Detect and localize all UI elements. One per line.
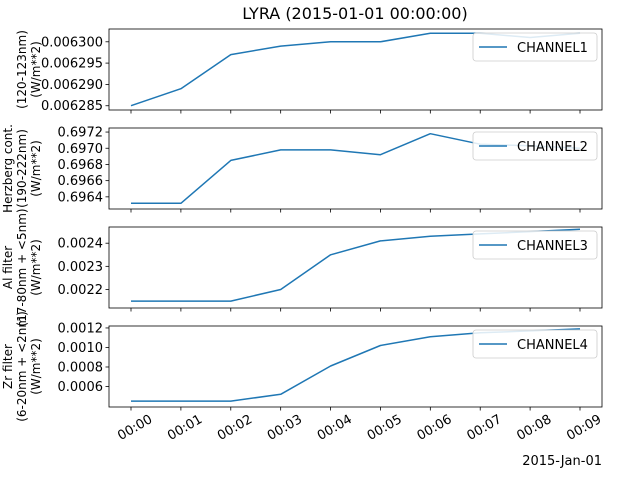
y-tick-label: 0.006295 xyxy=(41,57,103,72)
legend-label: CHANNEL2 xyxy=(517,140,588,155)
x-tick-label: 00:04 xyxy=(315,412,355,444)
axes-frame xyxy=(108,127,603,210)
legend: CHANNEL4 xyxy=(472,329,598,359)
y-tick-label: 0.6966 xyxy=(58,174,104,189)
legend: CHANNEL2 xyxy=(472,131,598,161)
x-tick-label: 00:03 xyxy=(265,412,305,444)
y-axis-label-line: (W/m**2) xyxy=(29,41,43,98)
x-tick-label: 00:01 xyxy=(165,412,205,444)
legend-box xyxy=(472,230,598,260)
x-tick-label: 00:02 xyxy=(215,412,255,444)
y-tick-label: 0.0006 xyxy=(58,380,104,395)
legend-box xyxy=(472,329,598,359)
x-tick-label: 00:00 xyxy=(115,412,155,444)
x-tick-label: 00:07 xyxy=(464,412,504,444)
y-tick-label: 0.0023 xyxy=(58,260,104,275)
y-axis-label-line: (120-123nm) xyxy=(15,30,29,109)
y-axis-label-line: (17-80nm + <5nm) xyxy=(15,208,29,326)
x-tick-label: 00:06 xyxy=(415,412,455,444)
x-tick-label: 00:09 xyxy=(564,412,604,444)
y-axis-label-line: (W/m**2) xyxy=(29,239,43,296)
subplot-1: 0.0062850.0062900.0062950.006300(120-123… xyxy=(15,28,603,114)
y-axis-label: Zr filter(6-20nm + <2nm)(W/m**2) xyxy=(1,311,43,422)
y-tick-label: 0.0024 xyxy=(58,237,104,252)
x-tick-label: 00:05 xyxy=(365,412,405,444)
legend-label: CHANNEL4 xyxy=(517,338,588,353)
axes-frame xyxy=(108,226,603,309)
y-axis-label-line: (W/m**2) xyxy=(29,338,43,395)
y-tick-label: 0.006290 xyxy=(41,78,103,93)
y-axis-label-line: Al filter xyxy=(1,246,15,289)
legend: CHANNEL3 xyxy=(472,230,598,260)
y-axis-label-line: Herzberg cont. xyxy=(1,124,15,213)
y-axis-label: (120-123nm)(W/m**2) xyxy=(15,30,43,109)
y-axis-label-line: (190-222nm) xyxy=(15,129,29,208)
y-axis-label: Herzberg cont.(190-222nm)(W/m**2) xyxy=(1,124,43,213)
subplot-3: 0.0022 0.0023 0.0024 Al filter(17-80nm + <5… xyxy=(1,208,603,327)
y-axis-label-line: (W/m**2) xyxy=(29,140,43,197)
y-tick-label: 0.0022 xyxy=(58,283,104,298)
y-tick-label: 0.6964 xyxy=(58,190,104,205)
y-axis-label: Al filter(17-80nm + <5nm)(W/m**2) xyxy=(1,208,43,326)
subplot-stack: 0.0062850.0062900.0062950.006300(120-123… xyxy=(1,28,603,422)
y-axis-label-line: (6-20nm + <2nm) xyxy=(15,311,29,422)
axes-frame xyxy=(108,28,603,111)
y-tick-label: 0.006300 xyxy=(41,35,103,50)
x-tick-label: 00:08 xyxy=(514,412,554,444)
y-tick-label: 0.0008 xyxy=(58,360,104,375)
y-tick-label: 0.6968 xyxy=(58,158,104,173)
axes-frame xyxy=(108,325,603,408)
legend: CHANNEL1 xyxy=(472,32,598,62)
x-axis-offset-label: 2015-Jan-01 xyxy=(522,454,602,469)
y-tick-label: 0.006285 xyxy=(41,99,103,114)
legend-label: CHANNEL1 xyxy=(517,41,588,56)
legend-box xyxy=(472,131,598,161)
y-tick-label: 0.0012 xyxy=(58,321,104,336)
y-axis-label-line: Zr filter xyxy=(1,344,15,389)
y-tick-label: 0.0010 xyxy=(58,341,104,356)
x-axis: 00:00 00:01 00:02 00:03 00:04 00:05 00:06 00:07… xyxy=(115,412,604,444)
legend-label: CHANNEL3 xyxy=(517,239,588,254)
subplot-4: 0.0006 0.0008 0.0010 0.0012 Zr filter(6-20nm… xyxy=(1,311,603,422)
legend-box xyxy=(472,32,598,62)
y-tick-label: 0.6970 xyxy=(58,142,104,157)
figure-title: LYRA (2015-01-01 00:00:00) xyxy=(242,4,467,23)
y-tick-label: 0.6972 xyxy=(58,126,104,141)
